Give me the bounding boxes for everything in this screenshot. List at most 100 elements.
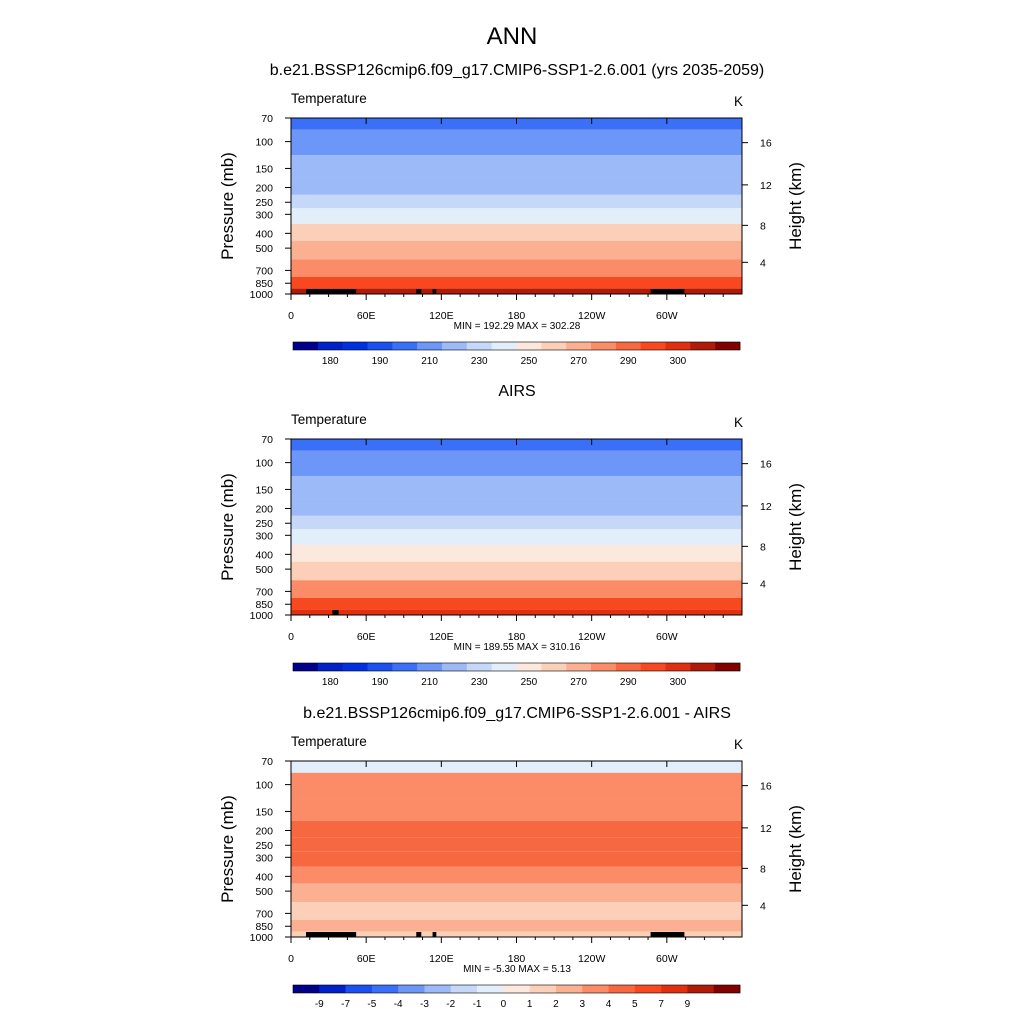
- data-band: [291, 223, 742, 241]
- colorbar: 180 190 210 230 250 270 290 300: [292, 662, 741, 688]
- terrain-mask: [416, 932, 422, 937]
- colorbar: -9 -7 -5 -4 -3 -2 -1 0 1 2 3 4 5 7 9: [292, 984, 741, 1010]
- panel-units-label: K: [734, 94, 743, 109]
- min-max-text: MIN = -5.30 MAX = 5.13: [463, 964, 571, 975]
- colorbar-swatch: [634, 985, 662, 993]
- y-tick-label: 850: [255, 599, 273, 611]
- data-band: [291, 529, 742, 545]
- colorbar-swatch: [442, 342, 468, 350]
- min-max-text: MIN = 189.55 MAX = 310.16: [454, 642, 581, 653]
- colorbar-swatch: [293, 663, 319, 671]
- y-tick-label: 150: [255, 484, 273, 496]
- colorbar-label: 1: [527, 999, 533, 1010]
- y-tick-label: 700: [255, 908, 273, 920]
- colorbar-swatch: [491, 663, 517, 671]
- x-tick-label: 120W: [578, 631, 606, 643]
- y-tick-label: 700: [255, 265, 273, 277]
- data-band: [291, 498, 742, 516]
- data-band: [291, 772, 742, 799]
- colorbar-swatch: [398, 985, 425, 993]
- terrain-mask: [432, 289, 437, 294]
- colorbar-swatch: [566, 342, 592, 350]
- y-tick-label: 100: [255, 458, 273, 470]
- colorbar-swatch: [665, 663, 691, 671]
- colorbar-label: 270: [570, 677, 587, 688]
- colorbar-swatch: [417, 663, 443, 671]
- data-band: [291, 851, 742, 867]
- y-right-axis-title: Height (km): [786, 162, 805, 250]
- y-tick-label: 200: [255, 503, 273, 515]
- colorbar: 180 190 210 230 250 270 290 300: [292, 341, 741, 367]
- colorbar-label: 9: [685, 999, 691, 1010]
- y-right-tick-label: 8: [760, 220, 766, 232]
- colorbar-swatch: [566, 663, 592, 671]
- colorbar-swatch: [367, 342, 393, 350]
- colorbar-swatch: [317, 663, 343, 671]
- colorbar-label: -7: [341, 999, 350, 1010]
- x-tick-label: 120E: [429, 310, 454, 322]
- y-right-tick-label: 12: [760, 180, 772, 192]
- terrain-mask: [650, 289, 685, 294]
- data-band: [291, 208, 742, 224]
- terrain-mask: [416, 289, 422, 294]
- data-band: [291, 476, 742, 499]
- colorbar-label: 270: [570, 356, 587, 367]
- y-right-axis-title: Height (km): [786, 483, 805, 571]
- data-band: [291, 883, 742, 903]
- data-band: [291, 194, 742, 209]
- colorbar-label: -3: [420, 999, 429, 1010]
- data-band: [291, 155, 742, 178]
- y-right-tick-label: 12: [760, 823, 772, 835]
- x-tick-label: 180: [508, 310, 526, 322]
- colorbar-swatch: [591, 342, 617, 350]
- colorbar-swatch: [342, 342, 368, 350]
- y-right-tick-label: 4: [760, 900, 766, 912]
- colorbar-swatch: [640, 342, 666, 350]
- colorbar-swatch: [293, 342, 319, 350]
- data-band: [291, 561, 742, 581]
- y-tick-label: 250: [255, 840, 273, 852]
- colorbar-label: 5: [632, 999, 638, 1010]
- y-tick-label: 500: [255, 243, 273, 255]
- y-right-tick-label: 4: [760, 578, 766, 590]
- colorbar-swatch: [582, 985, 609, 993]
- data-band: [291, 544, 742, 562]
- x-tick-label: 120E: [429, 953, 454, 965]
- colorbar-label: 0: [501, 999, 507, 1010]
- colorbar-frame: [292, 341, 741, 351]
- colorbar-swatch: [516, 342, 542, 350]
- y-tick-label: 850: [255, 921, 273, 933]
- y-tick-label: 200: [255, 825, 273, 837]
- colorbar-label: 290: [620, 677, 637, 688]
- y-tick-label: 250: [255, 518, 273, 530]
- panel-units-label: K: [734, 415, 743, 430]
- colorbar-swatch: [541, 342, 567, 350]
- x-tick-label: 60W: [656, 953, 678, 965]
- y-tick-label: 700: [255, 586, 273, 598]
- data-band: [291, 820, 742, 838]
- colorbar-swatch: [715, 342, 741, 350]
- colorbar-frame: [292, 984, 741, 994]
- colorbar-swatch: [417, 342, 443, 350]
- colorbar-swatch: [392, 663, 418, 671]
- colorbar-swatch: [477, 985, 504, 993]
- y-tick-label: 150: [255, 806, 273, 818]
- y-tick-label: 500: [255, 886, 273, 898]
- colorbar-swatch: [665, 342, 691, 350]
- colorbar-swatch: [367, 663, 393, 671]
- colorbar-label: 230: [471, 677, 488, 688]
- colorbar-label: 210: [421, 356, 438, 367]
- colorbar-swatch: [615, 663, 641, 671]
- x-tick-label: 60W: [656, 310, 678, 322]
- panel-units-label: K: [734, 737, 743, 752]
- data-band: [291, 177, 742, 195]
- colorbar-swatch: [442, 663, 468, 671]
- y-right-tick-label: 8: [760, 863, 766, 875]
- terrain-mask: [306, 932, 357, 937]
- y-right-tick-label: 8: [760, 541, 766, 553]
- y-tick-label: 100: [255, 137, 273, 149]
- panel-left-label: Temperature: [291, 91, 367, 106]
- colorbar-swatch: [491, 342, 517, 350]
- x-tick-label: 0: [288, 631, 294, 643]
- colorbar-label: -5: [367, 999, 376, 1010]
